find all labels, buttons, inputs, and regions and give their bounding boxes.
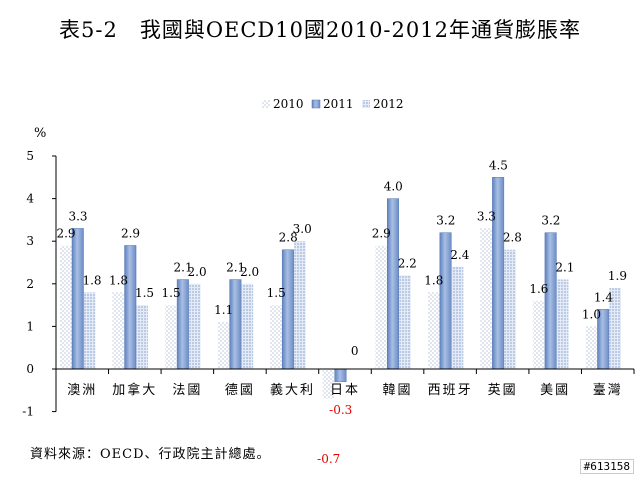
bar-2012: [451, 266, 464, 369]
data-label-2012: 2.1: [555, 261, 574, 275]
data-label-2011: 2.1: [226, 261, 245, 275]
x-tick-label: 韓國: [383, 383, 413, 398]
bar-2011: [71, 228, 84, 370]
x-tick-label: 西班牙: [428, 383, 473, 398]
bar-2010: [112, 292, 125, 369]
x-tick-label: 臺灣: [593, 383, 623, 398]
bar-2010: [585, 326, 597, 369]
source-note: 資料來源：OECD、行政院主計總處。: [30, 447, 271, 462]
data-label-2011: 4.5: [489, 158, 508, 172]
data-label-2010: 2.9: [372, 226, 391, 240]
data-label-2011: 2.9: [121, 226, 140, 240]
bar-2010: [217, 322, 230, 369]
bar-2012: [189, 283, 201, 369]
bar-2011: [334, 368, 347, 383]
y-axis-label: %: [34, 126, 46, 141]
y-tick-label: 2: [26, 277, 34, 291]
legend-label-2011: 2011: [323, 97, 354, 111]
bar-2012: [136, 305, 149, 369]
x-axis: 澳洲 加拿大 法國 德國 義大利 日本 韓國 西班牙 英國 美國 臺灣: [55, 368, 635, 398]
y-axis: -1 0 1 2 3 4 5: [22, 149, 57, 419]
bar-2012: [504, 249, 516, 369]
bar-2012: [556, 279, 569, 369]
data-label-2012: 3.0: [293, 222, 312, 236]
bar-2011: [387, 198, 400, 370]
bar-2012: [399, 275, 411, 369]
bar-2010: [165, 305, 177, 369]
x-tick-label: 英國: [488, 383, 518, 398]
bar-2012: [84, 292, 96, 369]
bar-2012: [241, 283, 254, 369]
data-label-2011: 2.8: [279, 231, 298, 245]
y-tick-label: 3: [26, 234, 34, 248]
data-label-2011: 3.3: [68, 209, 87, 223]
data-label-2011: 3.2: [436, 214, 455, 228]
legend-swatch-2011: [311, 99, 321, 109]
data-label-2012: 1.5: [135, 286, 154, 300]
bar-2011: [492, 177, 505, 370]
y-tick-label: 0: [26, 362, 34, 376]
legend-label-2010: 2010: [273, 97, 304, 111]
bar-2012: [609, 288, 621, 369]
data-label-2012: 2.4: [450, 248, 469, 262]
data-label-2012: 2.8: [503, 231, 522, 245]
data-label-2012: 1.8: [82, 273, 101, 287]
data-label-2012: 2.0: [188, 265, 207, 279]
bar-2010: [270, 305, 282, 369]
bar-2010: [427, 292, 440, 369]
bar-2011: [229, 279, 242, 370]
data-label-2011: 4.0: [384, 180, 403, 194]
chart-legend: 2010 2011 2012: [262, 97, 404, 111]
data-label-2010: 3.3: [477, 209, 496, 223]
data-label-2011: 3.2: [541, 214, 560, 228]
data-label-2012: 0: [351, 344, 359, 358]
bar-2010: [480, 228, 492, 369]
legend-swatch-2012: [362, 100, 370, 108]
chart-title: 表5-2 我國與OECD10國2010-2012年通貨膨脹率: [59, 18, 581, 42]
data-label-2011: 2.1: [174, 261, 193, 275]
x-tick-label: 法國: [172, 383, 202, 398]
data-label-2012: 2.2: [398, 256, 417, 270]
x-tick-label: 美國: [540, 383, 570, 398]
data-label-2010: 1.8: [109, 273, 128, 287]
data-label-2012: 1.9: [608, 269, 627, 283]
data-label-2011: -0.3: [329, 403, 352, 417]
bar-2011: [281, 249, 294, 370]
bar-2010: [375, 245, 387, 369]
x-tick-label: 日本: [330, 383, 360, 398]
image-tag: #613158: [579, 459, 634, 474]
y-tick-label: 4: [26, 192, 34, 206]
legend-swatch-2010: [262, 100, 270, 108]
bar-2010: [322, 369, 335, 399]
data-label-2010: 1.1: [214, 303, 233, 317]
x-tick-label: 加拿大: [112, 382, 157, 398]
data-label-2010: 2.9: [56, 226, 75, 240]
bars-group: 2.93.31.8 1.82.91.5 1.52.12.01.12.12.01.52…: [56, 158, 627, 466]
y-tick-label: -1: [22, 405, 34, 419]
data-label-2010: 1.8: [424, 273, 443, 287]
x-tick-label: 澳洲: [67, 382, 97, 398]
y-tick-label: 5: [26, 149, 34, 163]
data-label-2010: -0.7: [317, 452, 340, 466]
data-label-2010: 1.6: [529, 282, 548, 296]
x-tick-label: 義大利: [270, 382, 315, 398]
data-label-2010: 1.5: [267, 286, 286, 300]
x-tick-label: 德國: [225, 383, 255, 398]
legend-label-2012: 2012: [373, 97, 404, 111]
data-label-2010: 1.0: [582, 307, 601, 321]
bar-2011: [544, 232, 557, 370]
data-label-2010: 1.5: [162, 286, 181, 300]
bar-2011: [124, 245, 137, 370]
bar-2010: [60, 245, 72, 369]
data-label-2012: 2.0: [240, 265, 259, 279]
data-label-2011: 1.4: [594, 290, 613, 304]
bar-2010: [532, 300, 545, 369]
bar-2012: [294, 241, 306, 369]
y-tick-label: 1: [26, 319, 34, 333]
